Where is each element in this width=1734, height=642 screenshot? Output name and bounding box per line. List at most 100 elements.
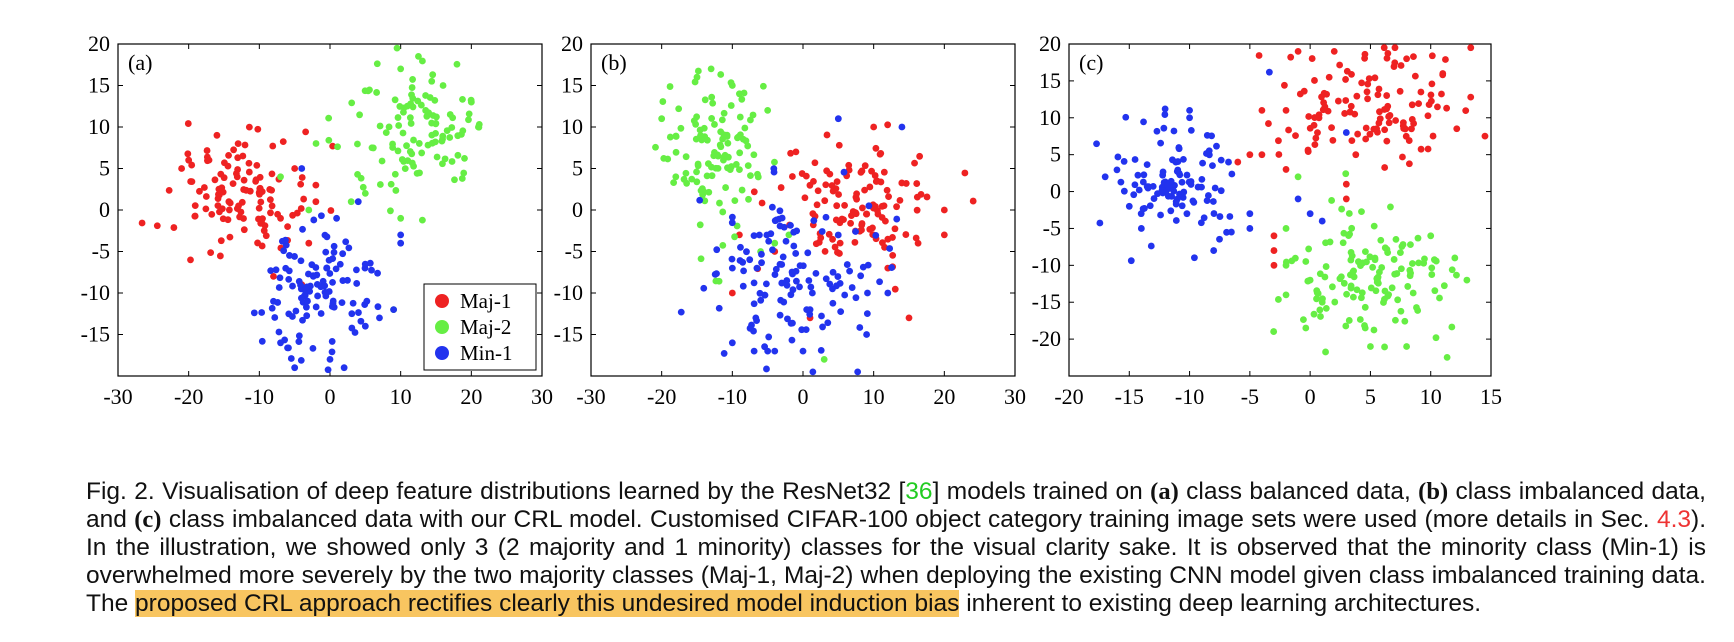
point-maj-2 (1340, 279, 1348, 287)
point-maj-2 (1367, 284, 1375, 292)
point-maj-1 (1467, 44, 1475, 52)
point-min-1 (796, 283, 803, 291)
x-tick-label: -30 (576, 384, 605, 409)
point-min-1 (287, 355, 295, 362)
point-maj-1 (1405, 160, 1413, 168)
point-maj-2 (361, 87, 369, 95)
point-maj-2 (1331, 298, 1339, 306)
point-min-1 (1209, 162, 1216, 170)
point-maj-2 (736, 166, 743, 174)
x-tick-label: 10 (390, 384, 412, 409)
x-tick-label: -20 (647, 384, 676, 409)
point-min-1 (770, 168, 778, 176)
point-maj-1 (858, 221, 866, 229)
point-min-1 (1157, 211, 1164, 219)
point-maj-1 (239, 152, 247, 160)
point-maj-2 (1326, 238, 1334, 246)
point-maj-1 (1348, 137, 1356, 145)
point-maj-2 (717, 143, 725, 151)
point-min-1 (780, 298, 788, 306)
point-maj-2 (728, 163, 735, 170)
point-maj-2 (449, 114, 457, 122)
point-min-1 (1131, 181, 1139, 189)
point-maj-1 (896, 196, 904, 204)
point-maj-1 (851, 238, 859, 246)
point-maj-1 (246, 187, 254, 195)
point-maj-1 (170, 224, 178, 231)
point-min-1 (1127, 257, 1135, 265)
point-min-1 (758, 250, 765, 258)
legend-marker (435, 294, 449, 308)
point-maj-2 (348, 99, 356, 107)
point-maj-2 (1338, 205, 1346, 213)
point-maj-1 (205, 156, 213, 164)
point-maj-2 (1318, 298, 1326, 306)
point-maj-1 (253, 161, 261, 169)
x-tick-label: 30 (531, 384, 553, 409)
point-min-1 (713, 270, 720, 278)
point-min-1 (353, 280, 361, 287)
point-maj-2 (426, 94, 434, 101)
point-maj-2 (1431, 287, 1439, 295)
point-min-1 (1134, 171, 1142, 179)
point-maj-2 (696, 134, 704, 141)
point-maj-2 (1463, 276, 1471, 284)
point-maj-1 (822, 181, 830, 189)
point-min-1 (355, 309, 362, 316)
point-maj-1 (1351, 110, 1359, 118)
point-maj-2 (454, 151, 462, 159)
point-maj-2 (1313, 295, 1320, 303)
point-maj-2 (418, 149, 426, 157)
point-min-1 (1210, 210, 1218, 217)
point-min-1 (304, 297, 311, 305)
point-maj-1 (877, 149, 885, 157)
point-min-1 (285, 275, 293, 283)
point-maj-2 (395, 122, 403, 129)
point-maj-2 (717, 71, 725, 78)
point-maj-2 (693, 178, 701, 186)
point-maj-1 (961, 169, 969, 177)
point-maj-2 (1369, 263, 1377, 271)
point-min-1 (1178, 178, 1186, 186)
point-min-1 (841, 291, 849, 299)
point-min-1 (1246, 210, 1254, 218)
point-maj-2 (406, 114, 414, 122)
point-maj-1 (215, 191, 223, 199)
point-maj-2 (719, 241, 727, 249)
point-maj-2 (414, 97, 422, 105)
section-link-4-3[interactable]: 4.3 (1656, 506, 1692, 533)
point-maj-2 (1414, 234, 1422, 242)
point-maj-2 (728, 82, 736, 89)
point-maj-2 (722, 184, 730, 191)
point-maj-2 (357, 174, 365, 182)
point-maj-1 (788, 173, 796, 180)
point-maj-2 (1322, 348, 1329, 356)
point-maj-1 (777, 184, 785, 191)
point-min-1 (1120, 187, 1128, 195)
point-min-1 (357, 317, 365, 325)
point-maj-1 (891, 225, 899, 233)
point-maj-2 (1397, 307, 1405, 315)
point-maj-2 (1366, 253, 1374, 261)
point-min-1 (1186, 114, 1193, 122)
point-maj-1 (1334, 97, 1342, 105)
y-tick-label: -20 (1032, 326, 1061, 351)
point-maj-2 (699, 191, 707, 199)
point-maj-2 (461, 155, 468, 162)
point-min-1 (772, 265, 780, 273)
point-maj-2 (1347, 248, 1355, 256)
point-min-1 (1113, 166, 1121, 174)
point-maj-1 (211, 176, 219, 184)
point-min-1 (348, 324, 356, 332)
point-maj-2 (446, 134, 454, 141)
scatter-panel-1: -30 -20 -10 0 10 20 30 20 15 10 5 0 -5 -10 -15 (a) Maj-1… (81, 31, 553, 409)
point-maj-1 (298, 174, 306, 181)
point-maj-2 (670, 179, 678, 187)
point-min-1 (852, 294, 860, 302)
point-min-1 (275, 284, 283, 291)
citation-link-36[interactable]: 36 (905, 478, 933, 505)
point-maj-2 (759, 82, 767, 90)
point-maj-1 (241, 141, 249, 149)
y-tick-label: -15 (1032, 289, 1061, 314)
point-min-1 (1246, 225, 1254, 232)
